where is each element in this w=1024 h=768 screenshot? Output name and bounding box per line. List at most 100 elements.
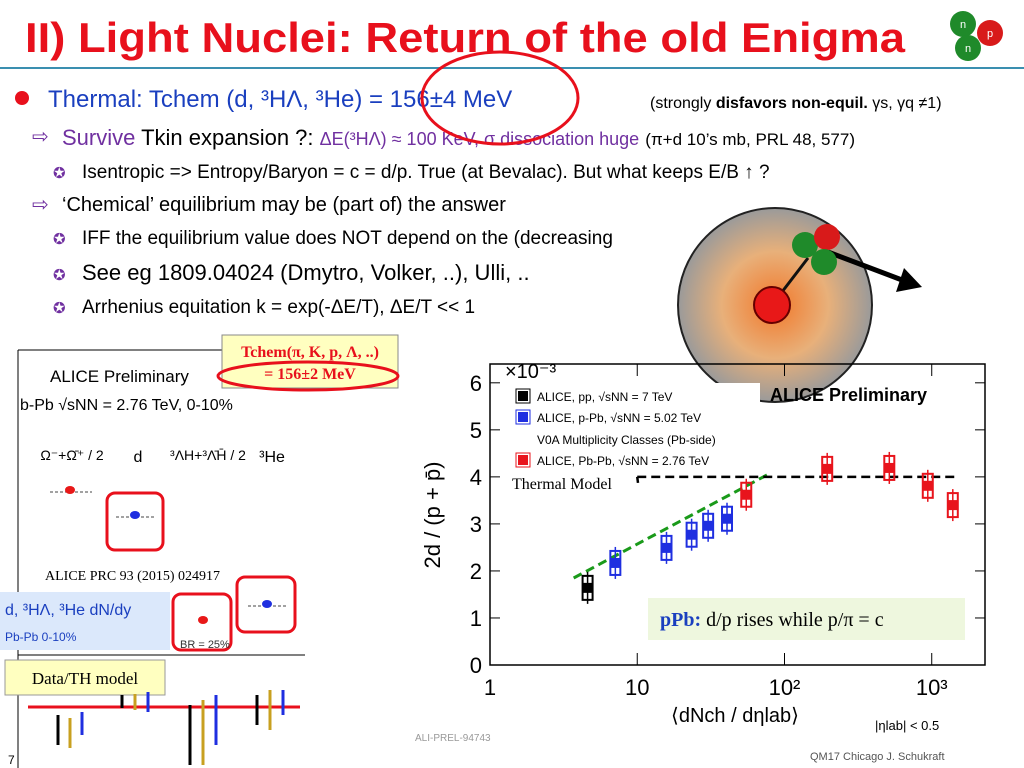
legend-marker-box: [515, 452, 531, 468]
bullet-text: Thermal: Tchem (d, ³HΛ, ³He) = 156±4 MeV: [48, 86, 512, 113]
left-panel: ALICE Preliminary b-Pb √sNN = 2.76 TeV, …: [0, 348, 305, 768]
annotation-bold: pPb:: [660, 609, 701, 631]
star-bullet: ✪: [53, 231, 66, 248]
data-point: [610, 557, 621, 568]
nucleon: [792, 232, 818, 258]
x-tick-label: 10³: [916, 675, 948, 700]
arrow-bullet: ⇨: [32, 126, 49, 148]
logo-letter: n: [960, 19, 966, 31]
logo-letter: n: [965, 43, 971, 55]
species-label: Ω⁻+Ω̄⁺ / 2: [40, 447, 104, 463]
legend-marker: [518, 391, 528, 401]
x-tick-label: 10: [625, 675, 649, 700]
highlight-box: [171, 592, 233, 652]
panel-title: ALICE Preliminary: [50, 367, 189, 386]
nucleon: [811, 249, 837, 275]
bullet-part: Survive: [62, 125, 135, 150]
slide-title: II) Light Nuclei: Return of the old Enig…: [25, 14, 906, 61]
plot-frame: [489, 363, 986, 666]
annotation: pPb: d/p rises while p/π = c: [660, 609, 884, 631]
x-tick-label: 10²: [769, 675, 801, 700]
data-point: [686, 529, 697, 540]
panel-reference: ALICE PRC 93 (2015) 024917: [45, 569, 220, 584]
bullet-dot: [15, 91, 29, 105]
footer-credit: QM17 Chicago J. Schukraft: [810, 751, 945, 763]
highlight-box: [235, 575, 297, 634]
tchem-line: = 156±2 MeV: [264, 366, 356, 383]
note-part: γs, γq ≠1): [872, 95, 941, 112]
highlight-ellipse: [420, 50, 580, 146]
note-part: (strongly: [650, 95, 711, 112]
y-tick-label: 3: [470, 512, 482, 537]
data-point: [130, 511, 140, 519]
chart: ×10⁻³ 2d / (p + p̄) ⟨dNch / dηlab⟩ |ηlab…: [415, 361, 986, 744]
bullet-text: See eg 1809.04024 (Dmytro, Volker, ..), …: [82, 260, 530, 285]
y-tick-label: 2: [470, 559, 482, 584]
data-point: [582, 582, 593, 593]
y-tick-label: 6: [470, 371, 482, 396]
bullet-text: Arrhenius equitation k = exp(-ΔE/T), ΔE/…: [82, 297, 475, 318]
data-point: [65, 486, 75, 494]
ratio-label-box: [4, 659, 166, 696]
y-tick-label: 4: [470, 465, 482, 490]
arrow: [827, 249, 903, 283]
x-axis-cut: |ηlab| < 0.5: [875, 718, 939, 733]
data-point: [741, 489, 752, 500]
legend-marker-box: [515, 409, 531, 425]
note-part: disfavors non-equil.: [716, 95, 868, 112]
species-label: ³ΛH+³Λ̄H̄ / 2: [170, 447, 246, 463]
legend-marker-box: [515, 388, 531, 404]
thermal-leader: [636, 476, 640, 484]
bullet-note: (strongly disfavors non-equil. γs, γq ≠1…: [650, 95, 942, 112]
page-number: 7: [8, 753, 15, 767]
y-tick-label: 5: [470, 418, 482, 443]
species-label: d: [134, 449, 143, 466]
bullet-part: (π+d 10’s mb, PRL 48, 577): [645, 130, 855, 149]
thermal-model-label: Thermal Model: [512, 476, 613, 493]
thermal-label-bg: [508, 472, 636, 495]
nucleon: [814, 224, 840, 250]
data-point: [703, 520, 714, 531]
species-label: ³He: [259, 449, 285, 466]
nucleus-logo: n p n: [950, 11, 1003, 61]
data-point: [822, 463, 833, 474]
legend-marker: [518, 455, 528, 465]
particle: [753, 286, 791, 324]
data-point: [198, 616, 208, 624]
bullet-part: Tkin expansion ?:: [141, 125, 313, 150]
data-point: [722, 513, 733, 524]
star-bullet: ✪: [53, 300, 66, 317]
legend-entry: ALICE, p-Pb, √sNN = 5.02 TeV: [537, 411, 701, 425]
arrow-head: [896, 268, 922, 292]
legend-box: [0, 592, 170, 650]
logo-letter: p: [987, 28, 993, 40]
highlight-box: [105, 491, 165, 552]
tchem-line: Tchem(π, K, p, Λ, ..): [241, 344, 379, 361]
data-point: [884, 462, 895, 473]
source-id: ALI-PREL-94743: [415, 733, 491, 744]
legend-entry: ALICE, Pb-Pb, √sNN = 2.76 TeV: [537, 454, 709, 468]
y-tick-label: 0: [470, 653, 482, 678]
annotation-text: d/p rises while p/π = c: [706, 609, 884, 631]
legend-marker: [518, 412, 528, 422]
y-axis-label: 2d / (p + p̄): [420, 461, 445, 568]
logo-proton: [977, 20, 1003, 46]
legend-title: d, ³HΛ, ³He dN/dy: [5, 602, 131, 619]
y-tick-label: 1: [470, 606, 482, 631]
logo-neutron: [955, 35, 981, 61]
data-point: [262, 600, 272, 608]
ratio-label: Data/TH model: [32, 669, 138, 688]
annotation-box: [648, 598, 965, 640]
y-multiplier: ×10⁻³: [505, 361, 556, 383]
x-tick-label: 1: [484, 675, 496, 700]
logo-neutron: [950, 11, 976, 37]
star-bullet: ✪: [53, 267, 66, 284]
branching-ratio: BR = 25%: [180, 639, 230, 651]
data-point: [661, 542, 672, 553]
legend-bg: [505, 383, 760, 473]
bullet-text: Isentropic => Entropy/Baryon = c = d/p. …: [82, 162, 770, 183]
legend-note: V0A Multiplicity Classes (Pb-side): [537, 433, 716, 447]
panel-system: b-Pb √sNN = 2.76 TeV, 0-10%: [20, 397, 233, 414]
legend-sub: Pb-Pb 0-10%: [5, 630, 77, 644]
